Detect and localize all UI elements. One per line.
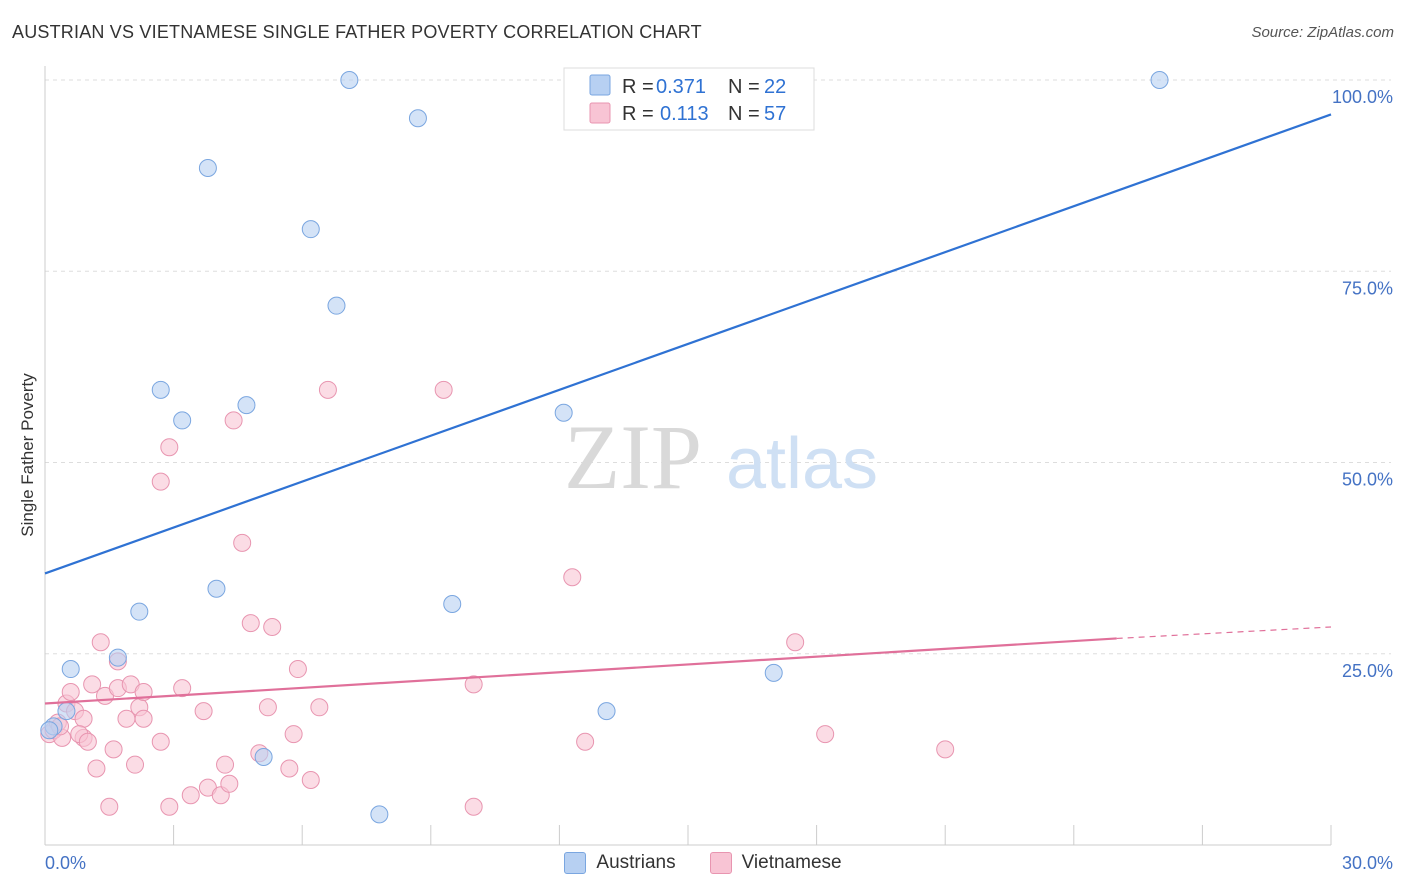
data-point-austrians bbox=[443, 595, 462, 614]
data-point-vietnamese bbox=[151, 732, 170, 751]
y-tick-label: 25.0% bbox=[1342, 661, 1393, 681]
data-point-vietnamese bbox=[816, 725, 835, 744]
data-point-vietnamese bbox=[83, 675, 102, 694]
data-point-vietnamese bbox=[104, 740, 123, 759]
data-point-vietnamese bbox=[78, 732, 97, 751]
data-point-austrians bbox=[1150, 71, 1169, 89]
legend-swatch-vietnamese bbox=[709, 852, 732, 874]
legend-item-vietnamese[interactable]: Vietnamese bbox=[709, 852, 842, 874]
data-point-austrians bbox=[61, 660, 80, 679]
watermark: ZIP atlas bbox=[564, 406, 878, 508]
tick-labels: 25.0% 50.0% 75.0% 100.0% 0.0% 30.0% bbox=[45, 87, 1393, 873]
y-tick-label: 50.0% bbox=[1342, 470, 1393, 490]
legend-item-austrians[interactable]: Austrians bbox=[564, 852, 676, 874]
data-point-austrians bbox=[198, 158, 217, 177]
data-point-vietnamese bbox=[194, 702, 213, 721]
data-point-austrians bbox=[254, 748, 273, 767]
data-point-vietnamese bbox=[220, 774, 239, 793]
data-point-vietnamese bbox=[61, 683, 80, 701]
data-point-vietnamese bbox=[263, 617, 282, 636]
data-point-vietnamese bbox=[280, 759, 299, 778]
watermark-atlas: atlas bbox=[726, 424, 878, 504]
legend-r-value: 0.371 bbox=[656, 76, 706, 98]
data-point-vietnamese bbox=[126, 755, 145, 774]
data-point-vietnamese bbox=[216, 755, 235, 774]
data-point-austrians bbox=[151, 380, 170, 399]
legend-label-austrians: Austrians bbox=[596, 852, 676, 873]
data-point-vietnamese bbox=[786, 633, 805, 652]
y-tick-label: 75.0% bbox=[1342, 278, 1393, 298]
austrians-points bbox=[40, 71, 1169, 824]
legend-swatch-austrians bbox=[564, 852, 587, 874]
data-point-austrians bbox=[597, 702, 616, 721]
data-point-vietnamese bbox=[91, 633, 110, 652]
data-point-austrians bbox=[370, 805, 389, 824]
data-point-austrians bbox=[237, 396, 256, 415]
legend-n-label: N = bbox=[728, 76, 760, 98]
legend-label-vietnamese: Vietnamese bbox=[741, 852, 842, 873]
legend-box: R = 0.371 N = 22 R = 0.113 N = 57 bbox=[563, 67, 815, 131]
axes bbox=[44, 66, 1332, 846]
data-point-vietnamese bbox=[936, 740, 955, 759]
watermark-zip: ZIP bbox=[564, 406, 702, 508]
legend-swatch-austrians bbox=[589, 74, 611, 96]
data-point-austrians bbox=[108, 648, 127, 667]
bottom-legend: Austrians Vietnamese bbox=[0, 852, 1406, 874]
trend-line-austrians bbox=[44, 113, 1332, 575]
data-point-vietnamese bbox=[464, 797, 483, 816]
trend-line-vietnamese bbox=[44, 637, 1117, 705]
legend-n-label: N = bbox=[728, 103, 760, 125]
legend-n-value: 22 bbox=[764, 76, 786, 98]
legend-n-value: 57 bbox=[764, 103, 786, 125]
data-point-vietnamese bbox=[241, 614, 260, 633]
data-point-vietnamese bbox=[464, 675, 483, 694]
data-point-vietnamese bbox=[318, 380, 337, 399]
data-point-austrians bbox=[340, 71, 359, 89]
data-point-austrians bbox=[130, 602, 149, 621]
data-point-vietnamese bbox=[288, 660, 307, 679]
legend-swatch-vietnamese bbox=[589, 102, 611, 124]
y-tick-label: 100.0% bbox=[1332, 87, 1393, 107]
legend-r-label: R = bbox=[622, 103, 654, 125]
data-point-vietnamese bbox=[74, 709, 93, 728]
data-point-vietnamese bbox=[258, 698, 277, 717]
data-point-austrians bbox=[408, 109, 427, 128]
data-point-austrians bbox=[301, 220, 320, 239]
data-point-vietnamese bbox=[310, 698, 329, 717]
data-point-vietnamese bbox=[173, 679, 192, 698]
data-point-vietnamese bbox=[160, 438, 179, 457]
x-tick-label: 30.0% bbox=[1342, 853, 1393, 873]
data-point-vietnamese bbox=[87, 759, 106, 778]
legend-r-value: 0.113 bbox=[660, 103, 709, 125]
data-point-vietnamese bbox=[151, 472, 170, 491]
trend-lines bbox=[44, 113, 1332, 705]
source-label: Source: ZipAtlas.com bbox=[1251, 24, 1394, 41]
grid bbox=[45, 79, 1391, 655]
data-point-vietnamese bbox=[100, 797, 119, 816]
trend-line-vietnamese-extension bbox=[1116, 626, 1332, 640]
data-point-austrians bbox=[554, 403, 573, 422]
data-point-austrians bbox=[173, 411, 192, 430]
data-point-vietnamese bbox=[301, 770, 320, 789]
data-point-vietnamese bbox=[224, 411, 243, 430]
data-point-austrians bbox=[40, 721, 59, 740]
data-point-vietnamese bbox=[181, 786, 200, 805]
data-point-vietnamese bbox=[434, 380, 453, 399]
data-point-vietnamese bbox=[563, 568, 582, 587]
chart-title: AUSTRIAN VS VIETNAMESE SINGLE FATHER POV… bbox=[12, 22, 702, 42]
data-point-vietnamese bbox=[233, 533, 252, 552]
x-tick-label: 0.0% bbox=[45, 853, 86, 873]
data-point-austrians bbox=[207, 579, 226, 598]
data-point-vietnamese bbox=[284, 725, 303, 744]
data-point-vietnamese bbox=[160, 797, 179, 816]
data-point-vietnamese bbox=[576, 732, 595, 751]
data-point-austrians bbox=[57, 702, 76, 721]
data-point-austrians bbox=[327, 296, 346, 315]
legend-r-label: R = bbox=[622, 76, 654, 98]
data-point-vietnamese bbox=[134, 709, 153, 728]
data-point-austrians bbox=[764, 663, 783, 682]
